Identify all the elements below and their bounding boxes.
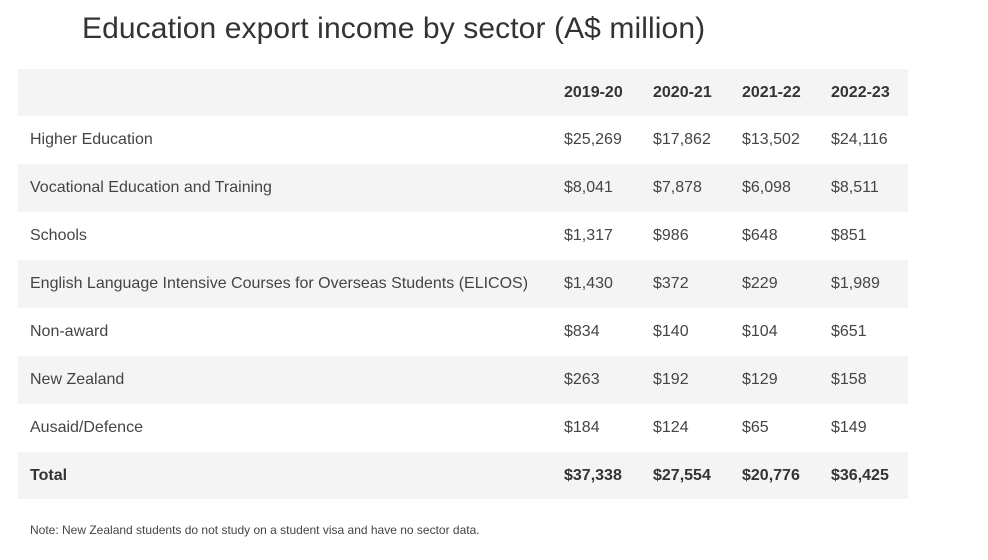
row-value: $13,502	[742, 131, 800, 148]
total-row: Total $37,338 $27,554 $20,776 $36,425	[18, 452, 908, 499]
table-row: Vocational Education and Training $8,041 $…	[18, 164, 908, 212]
header-cell-year: 2021-22	[742, 83, 801, 101]
row-value: $192	[653, 371, 689, 388]
row-value: $8,511	[831, 179, 879, 196]
table-row: English Language Intensive Courses for O…	[18, 260, 908, 308]
row-label: Schools	[30, 227, 87, 244]
row-value: $149	[831, 419, 867, 436]
table-body: Higher Education $25,269 $17,862 $13,502 $24…	[18, 116, 908, 499]
row-value: $140	[653, 323, 689, 340]
row-value: $1,317	[564, 227, 613, 244]
row-value: $17,862	[653, 131, 711, 148]
row-label: New Zealand	[30, 371, 125, 388]
row-label: Higher Education	[30, 131, 153, 148]
row-value: $27,554	[653, 466, 711, 484]
table-row: New Zealand $263 $192 $129 $158	[18, 356, 908, 404]
row-value: $36,425	[831, 466, 889, 484]
table-row: Non-award $834 $140 $104 $651	[18, 308, 908, 356]
row-value: $8,041	[564, 179, 613, 196]
row-value: $24,116	[831, 131, 888, 148]
row-value: $158	[831, 371, 867, 388]
row-label: English Language Intensive Courses for O…	[30, 275, 529, 292]
row-value: $1,989	[831, 275, 880, 292]
row-value: $1,430	[564, 275, 613, 292]
table-row: Ausaid/Defence $184 $124 $65 $149	[18, 404, 908, 452]
page-title: Education export income by sector (A$ mi…	[82, 12, 706, 45]
header-cell-year: 2022-23	[831, 83, 890, 101]
footnote: Note: New Zealand students do not study …	[30, 523, 480, 537]
header-cell-label	[18, 69, 552, 116]
row-value: $229	[742, 275, 778, 292]
row-value: $37,338	[564, 466, 622, 484]
row-value: $263	[564, 371, 600, 388]
row-value: $986	[653, 227, 689, 244]
row-value: $851	[831, 227, 867, 244]
row-value: $124	[653, 419, 689, 436]
header-row: 2019-20 2020-21 2021-22 2022-23	[18, 69, 908, 116]
row-value: $25,269	[564, 131, 622, 148]
row-label: Vocational Education and Training	[30, 179, 272, 196]
row-value: $6,098	[742, 179, 791, 196]
row-value: $20,776	[742, 466, 800, 484]
data-table: 2019-20 2020-21 2021-22 2022-23 Higher E…	[18, 69, 908, 499]
row-label: Ausaid/Defence	[30, 419, 143, 436]
header-cell-year: 2019-20	[564, 83, 623, 101]
table-row: Higher Education $25,269 $17,862 $13,502 $24…	[18, 116, 908, 164]
row-value: $651	[831, 323, 867, 340]
row-value: $834	[564, 323, 600, 340]
row-value: $65	[742, 419, 769, 436]
row-value: $184	[564, 419, 600, 436]
row-value: $372	[653, 275, 689, 292]
header-cell-year: 2020-21	[653, 83, 712, 101]
row-value: $7,878	[653, 179, 702, 196]
row-label: Total	[30, 466, 68, 484]
row-value: $648	[742, 227, 778, 244]
row-label: Non-award	[30, 323, 109, 340]
table-row: Schools $1,317 $986 $648 $851	[18, 212, 908, 260]
row-value: $129	[742, 371, 778, 388]
row-value: $104	[742, 323, 778, 340]
